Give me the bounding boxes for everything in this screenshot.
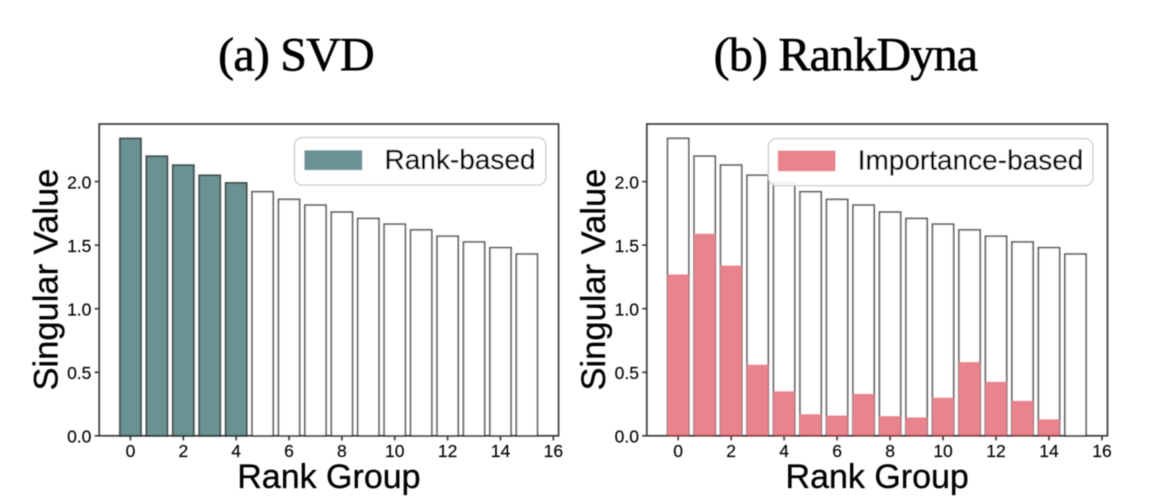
svg-text:1.0: 1.0 [67,300,92,320]
svg-text:Rank-based: Rank-based [385,144,536,175]
svg-text:1.5: 1.5 [67,236,91,256]
svg-text:4: 4 [779,441,789,461]
svg-text:Singular Value: Singular Value [575,169,613,391]
svg-text:0: 0 [126,441,136,461]
svg-text:2: 2 [726,441,736,461]
svg-text:(a) SVD: (a) SVD [218,29,374,82]
svg-text:2.0: 2.0 [67,172,92,192]
svg-text:10: 10 [385,441,405,461]
svg-text:0.5: 0.5 [67,363,91,383]
svg-text:0.0: 0.0 [615,427,640,447]
svg-text:6: 6 [284,441,294,461]
svg-text:4: 4 [231,441,241,461]
svg-text:(b) RankDyna: (b) RankDyna [714,29,978,82]
svg-text:6: 6 [832,441,842,461]
svg-text:Rank Group: Rank Group [237,458,420,496]
svg-text:8: 8 [337,441,347,461]
svg-text:10: 10 [933,441,953,461]
svg-text:0: 0 [673,441,683,461]
svg-text:14: 14 [1039,441,1059,461]
svg-text:Importance-based: Importance-based [858,144,1084,175]
svg-text:14: 14 [491,441,511,461]
svg-text:Singular Value: Singular Value [28,169,66,391]
svg-text:Rank Group: Rank Group [786,458,969,496]
svg-text:0.0: 0.0 [67,427,92,447]
svg-text:8: 8 [885,441,895,461]
svg-text:1.5: 1.5 [615,236,639,256]
svg-text:16: 16 [1092,441,1111,461]
svg-text:16: 16 [544,441,563,461]
svg-text:1.0: 1.0 [615,300,640,320]
svg-text:12: 12 [986,441,1005,461]
svg-text:2.0: 2.0 [615,172,640,192]
svg-text:0.5: 0.5 [615,363,639,383]
svg-text:2: 2 [178,441,188,461]
svg-text:12: 12 [438,441,457,461]
